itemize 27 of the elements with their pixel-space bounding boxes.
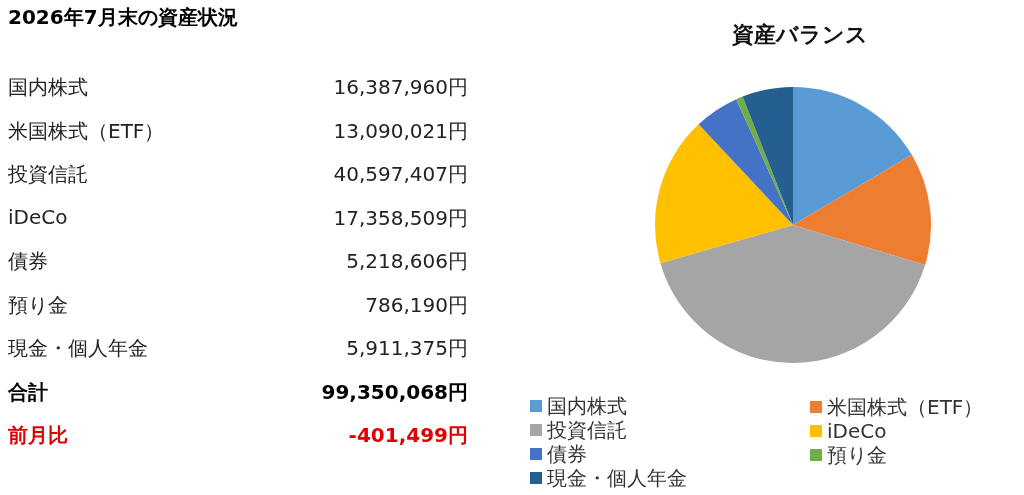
text: 5,218,606円: [346, 248, 468, 275]
text: 投資信託: [8, 161, 88, 188]
text: 債券: [8, 248, 48, 275]
text: 預り金: [8, 291, 68, 319]
legend-label: iDeCo: [827, 419, 887, 443]
text: 16,387,960円: [333, 74, 468, 101]
text: 99,350,068円: [321, 378, 468, 406]
text: 13,090,021円: [333, 117, 468, 145]
text: 40,597,407円: [333, 161, 468, 188]
legend-label: 債券: [547, 442, 587, 466]
text: 前月比: [8, 422, 68, 449]
text: 2026年7月末の資産状況: [8, 4, 239, 31]
chart-title: 資産バランス: [731, 21, 868, 47]
text: 合計: [8, 378, 48, 406]
text: 786,190円: [365, 291, 468, 319]
text: iDeCo: [8, 204, 68, 231]
legend-label: 国内株式: [547, 394, 627, 418]
text: 米国株式（ETF）: [8, 117, 165, 145]
text: 国内株式: [8, 74, 88, 101]
text: 5,911,375円: [346, 335, 468, 362]
legend-label: 現金・個人年金: [547, 466, 687, 490]
legend-label: 投資信託: [546, 418, 627, 442]
text: 現金・個人年金: [8, 335, 148, 362]
text: -401,499円: [348, 422, 468, 449]
text: 17,358,509円: [333, 204, 468, 232]
legend-label: 預り金: [827, 443, 887, 467]
legend-label: 米国株式（ETF）: [827, 395, 984, 419]
